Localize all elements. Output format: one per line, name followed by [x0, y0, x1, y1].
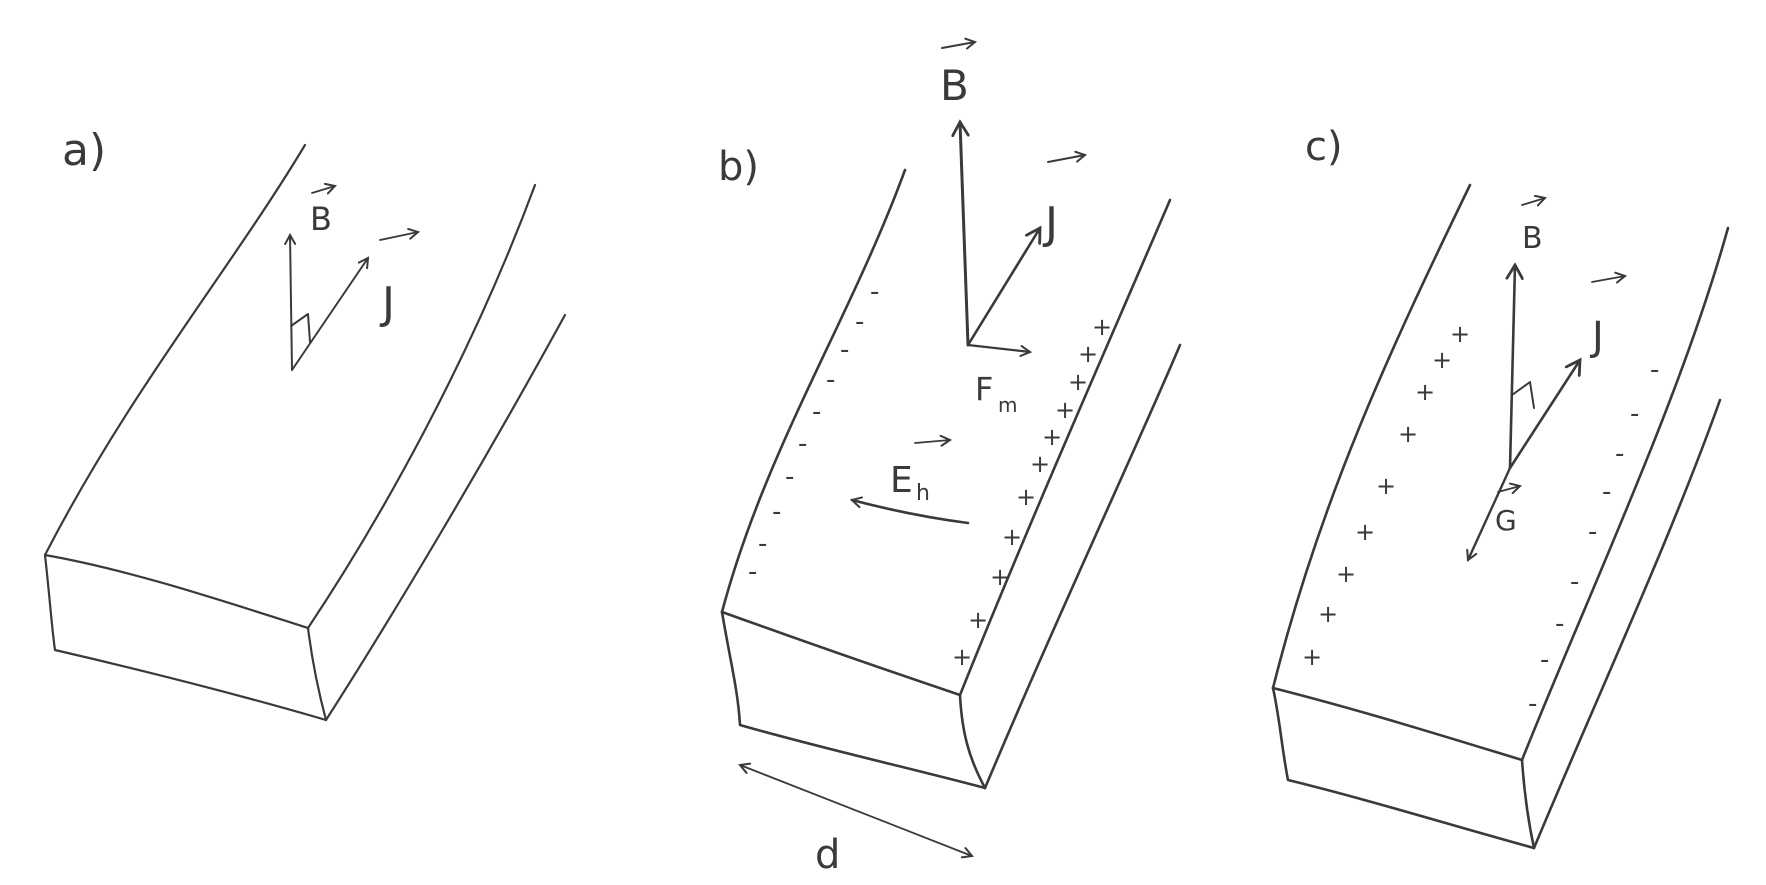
panel-b-dimension-label: d: [815, 832, 840, 878]
panel-b-fm-subscript: m: [998, 393, 1017, 417]
panel-a-b-vector: [290, 235, 292, 371]
panel-b-charge: -: [798, 429, 807, 459]
panel-c-charge: -: [1555, 609, 1564, 639]
panel-b: b) - - - - - - - - - - + + + +: [718, 42, 1182, 878]
panel-a-vectors: [290, 235, 368, 371]
panel-b-label: b): [718, 144, 759, 190]
panel-c-charge: +: [1318, 600, 1338, 628]
panel-c-right-angle: [1511, 381, 1535, 409]
panel-b-charge: -: [772, 497, 781, 527]
panel-b-eh-subscript: h: [916, 481, 930, 506]
panel-c-charge: -: [1570, 567, 1579, 597]
panel-c-b-vector: [1510, 265, 1515, 470]
panel-c-charge: +: [1450, 320, 1470, 348]
panel-c-j-label: J: [1589, 314, 1604, 360]
panel-c-b-overarrow: [1521, 198, 1545, 205]
panel-c-charge: -: [1588, 517, 1597, 547]
panel-a-slab: [43, 143, 567, 722]
panel-c-charge: +: [1432, 346, 1452, 374]
panel-c-charge: -: [1540, 645, 1549, 675]
panel-a-b-overarrow: [311, 186, 335, 193]
panel-b-fm-vector: [966, 343, 1030, 352]
panel-c-charge: +: [1355, 518, 1375, 546]
panel-a-b-label: B: [310, 200, 332, 238]
panel-c-charge: -: [1650, 355, 1659, 385]
panel-c-charge: -: [1630, 399, 1639, 429]
panel-c-label: c): [1305, 124, 1343, 170]
panel-b-width-dimension: [740, 765, 972, 856]
panel-a: a) B J: [43, 125, 567, 722]
panel-c-negative-charges: - - - - - - - - -: [1528, 355, 1659, 719]
panel-b-charge: -: [812, 397, 821, 427]
panel-c-charge: +: [1398, 420, 1418, 448]
panel-b-charge: +: [1078, 340, 1098, 368]
panel-b-b-label: B: [940, 61, 969, 110]
panel-a-j-overarrow: [379, 232, 418, 241]
panel-b-j-overarrow: [1047, 155, 1085, 163]
panel-b-negative-charges: - - - - - - - - - -: [748, 277, 879, 587]
panel-b-charge: +: [1068, 368, 1088, 396]
panel-b-fm-label: F: [975, 370, 993, 408]
panel-a-j-vector: [291, 258, 368, 371]
panel-b-eh-label: E: [890, 460, 913, 501]
panel-c-g-label: G: [1495, 504, 1517, 537]
panel-b-vectors: [740, 122, 1040, 856]
panel-c-j-vector: [1508, 360, 1580, 470]
panel-b-j-vector: [966, 228, 1040, 347]
panel-b-j-label: J: [1042, 198, 1058, 249]
panel-b-charge: -: [870, 277, 879, 307]
panel-b-charge: +: [1042, 423, 1062, 451]
panel-c-charge: +: [1302, 643, 1322, 671]
panel-b-charge: +: [968, 606, 988, 634]
panel-c-g-vector: [1468, 466, 1512, 560]
panel-c-charge: +: [1336, 560, 1356, 588]
panel-b-charge: +: [1002, 523, 1022, 551]
panel-c-charge: +: [1376, 472, 1396, 500]
panel-c-charge: -: [1528, 689, 1537, 719]
panel-b-b-overarrow: [941, 42, 975, 48]
panel-c-charge: +: [1415, 378, 1435, 406]
panel-c: c) + + + + + + + + + - - - - -: [1271, 124, 1730, 850]
panel-c-g-overarrow: [1497, 486, 1520, 492]
panel-b-charge: +: [1092, 313, 1112, 341]
panel-b-charge: -: [840, 335, 849, 365]
panel-b-charge: +: [1016, 483, 1036, 511]
panel-b-slab: [720, 168, 1182, 790]
panel-b-charge: +: [1055, 396, 1075, 424]
panel-a-right-angle: [290, 313, 311, 343]
panel-b-b-vector: [960, 122, 968, 347]
panel-b-charge: -: [826, 365, 835, 395]
panel-b-charge: +: [952, 643, 972, 671]
panel-c-charge: -: [1602, 477, 1611, 507]
panel-b-charge: +: [1030, 450, 1050, 478]
panel-a-j-label: J: [379, 278, 395, 329]
panel-c-slab: [1271, 183, 1730, 850]
panel-b-charge: -: [748, 557, 757, 587]
panel-b-positive-charges: + + + + + + + + + + +: [952, 313, 1112, 671]
panel-b-eh-vector: [852, 500, 970, 525]
panel-c-charge: -: [1615, 439, 1624, 469]
panel-b-charge: +: [990, 563, 1010, 591]
panel-c-b-label: B: [1522, 221, 1543, 256]
panel-c-vectors: [1468, 265, 1580, 560]
panel-c-positive-charges: + + + + + + + + +: [1302, 320, 1470, 671]
panel-b-charge: -: [855, 307, 864, 337]
panel-b-eh-overarrow: [914, 440, 950, 443]
panel-c-j-overarrow: [1591, 276, 1625, 282]
panel-a-label: a): [62, 125, 106, 176]
panel-b-charge: -: [758, 529, 767, 559]
panel-b-charge: -: [785, 462, 794, 492]
